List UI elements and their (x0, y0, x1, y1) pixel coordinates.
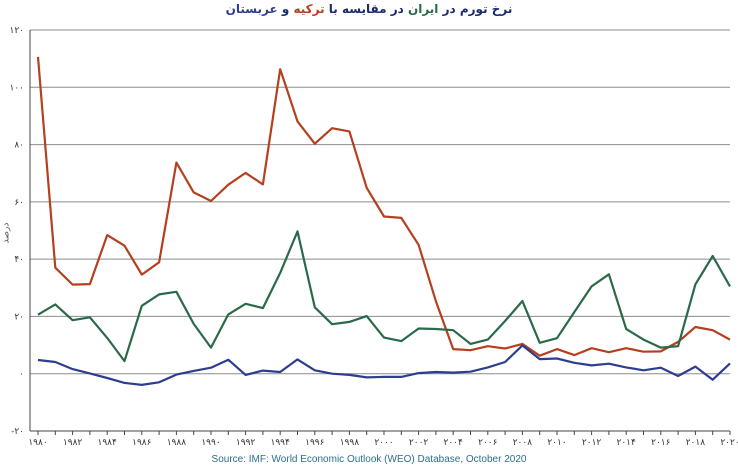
title-turkey: ترکیه (293, 2, 325, 16)
y-tick-label: ۱۰۰ (9, 83, 24, 93)
x-tick-label: ۲۰۱۴ (617, 438, 637, 448)
title-part: در مقایسه با (324, 2, 408, 16)
y-tick-label: ۲۰ (14, 312, 24, 322)
x-tick-label: ۲۰۲۰ (720, 438, 738, 448)
x-tick-label: ۱۹۸۰ (28, 438, 47, 448)
title-arabia: عربستان (225, 2, 278, 16)
x-tick-label: ۱۹۸۶ (132, 438, 152, 448)
x-tick-label: ۱۹۹۴ (271, 438, 291, 448)
x-tick-label: ۱۹۸۲ (63, 438, 83, 448)
x-tick-label: ۱۹۹۸ (340, 438, 360, 448)
title-part: نرخ تورم در (438, 2, 513, 16)
chart-title: نرخ تورم در ایران در مقایسه با ترکیه و ع… (0, 2, 738, 16)
series-line-turkey (36, 56, 731, 357)
x-tick-label: ۱۹۹۰ (201, 438, 220, 448)
x-tick-label: ۱۹۸۸ (167, 438, 187, 448)
x-tick-label: ۲۰۱۸ (686, 438, 706, 448)
x-tick-label: ۱۹۹۶ (305, 438, 325, 448)
x-tick-label: ۲۰۱۲ (582, 438, 602, 448)
x-tick-label: ۲۰۰۴ (444, 438, 464, 448)
y-tick-label: -۲۰ (11, 427, 24, 437)
x-tick-label: ۲۰۱۰ (547, 438, 566, 448)
source-note: Source: IMF: World Economic Outlook (WEO… (211, 454, 527, 465)
x-tick-label: ۱۹۸۴ (98, 438, 118, 448)
title-iran: ایران (407, 2, 439, 16)
x-tick-label: ۲۰۰۰ (374, 438, 393, 448)
x-tick-label: ۲۰۱۶ (651, 438, 671, 448)
y-tick-label: ۴۰ (14, 255, 24, 265)
x-tick-label: ۲۰۰۶ (478, 438, 498, 448)
x-tick-label: ۲۰۰۸ (513, 438, 533, 448)
x-tick-label: ۱۹۹۲ (236, 438, 256, 448)
y-tick-label: ۰ (19, 370, 24, 380)
x-tick-label: ۲۰۰۲ (409, 438, 429, 448)
y-tick-label: ۶۰ (14, 198, 24, 208)
y-tick-label: ۸۰ (14, 141, 24, 151)
series-line-arabia (37, 344, 731, 386)
title-part: و (277, 2, 294, 16)
y-tick-label: ۱۲۰ (9, 26, 24, 36)
series-line-iran (37, 230, 731, 363)
